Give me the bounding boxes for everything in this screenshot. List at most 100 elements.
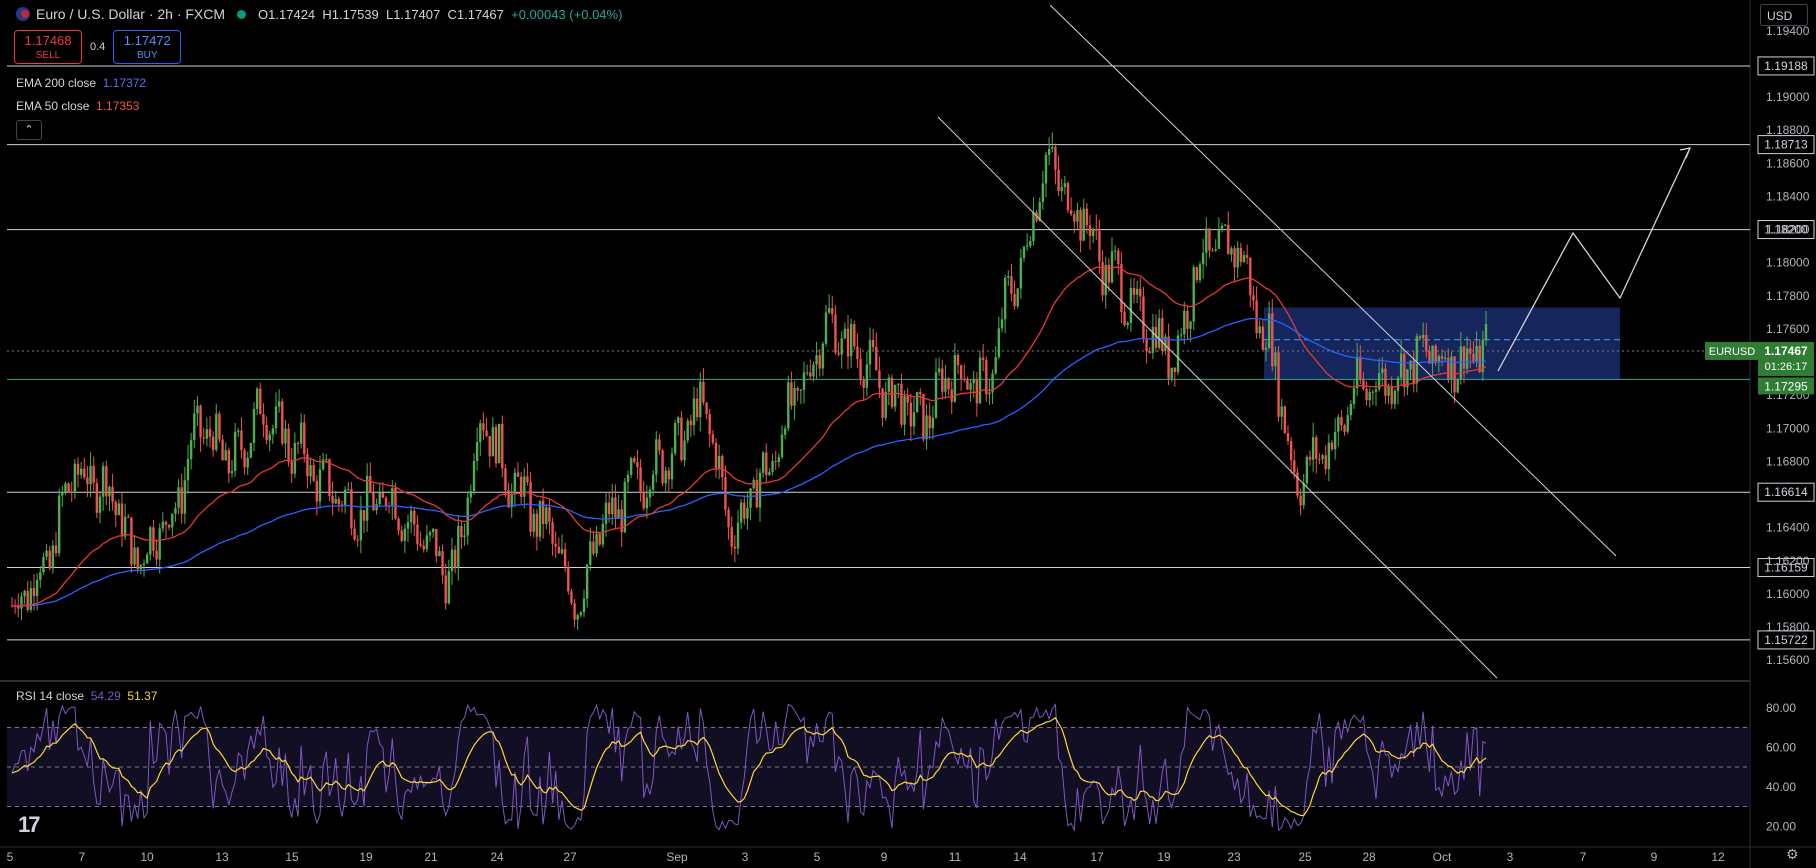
candle — [158, 523, 161, 574]
candle — [35, 573, 39, 611]
candle — [1085, 203, 1089, 234]
candle — [347, 481, 350, 491]
rsi-tick-label: 20.00 — [1766, 819, 1796, 833]
candle — [567, 561, 570, 595]
candle — [117, 499, 121, 516]
candle — [1271, 298, 1274, 372]
candle — [969, 379, 972, 402]
rsi-ma-line — [11, 717, 1487, 817]
candle — [1120, 252, 1123, 323]
time-tick-label: 3 — [742, 850, 749, 864]
rsi-ma-value: 51.37 — [127, 689, 158, 703]
price-tick-label: 1.17000 — [1766, 421, 1810, 435]
candle — [287, 423, 290, 467]
candle — [1346, 406, 1349, 434]
candle — [1365, 381, 1368, 406]
channel-upper-line — [1049, 4, 1617, 557]
candle — [48, 545, 51, 571]
candle — [42, 552, 45, 575]
candle — [1088, 214, 1092, 250]
candle — [541, 488, 545, 539]
candle — [174, 502, 177, 522]
candle — [1431, 345, 1434, 376]
candles-group — [10, 132, 1488, 630]
candle — [356, 535, 359, 547]
price-tick-label: 1.16400 — [1766, 521, 1810, 535]
candle — [1252, 285, 1255, 311]
candle — [299, 413, 303, 449]
candle — [164, 520, 168, 539]
candle — [183, 466, 187, 524]
candle — [994, 346, 997, 375]
ema50-legend[interactable]: EMA 50 close 1.17353 — [16, 99, 140, 113]
price-tick-label: 1.16200 — [1766, 554, 1810, 568]
candle — [846, 315, 850, 370]
candle — [92, 456, 95, 492]
candle — [582, 589, 586, 618]
candle — [1223, 223, 1227, 227]
candle — [384, 495, 388, 511]
candle — [1227, 211, 1230, 255]
candle — [1258, 320, 1261, 339]
symbol-title[interactable]: Euro / U.S. Dollar · 2h · FXCM — [36, 6, 226, 22]
candle — [177, 479, 180, 515]
candle — [721, 454, 724, 490]
candle — [89, 452, 92, 498]
candle — [1459, 332, 1463, 385]
candle — [425, 524, 429, 553]
candle — [1481, 331, 1485, 382]
candle — [1296, 467, 1299, 499]
candle — [1117, 247, 1120, 275]
candle — [1047, 137, 1051, 166]
candle — [1283, 405, 1287, 434]
candle — [1044, 151, 1048, 198]
candle — [941, 359, 944, 400]
candle — [1239, 242, 1243, 267]
gear-icon[interactable]: ⚙ — [1786, 846, 1799, 862]
candle — [1145, 328, 1148, 364]
candle — [246, 451, 249, 476]
candle — [482, 412, 485, 440]
candle — [1478, 339, 1481, 374]
candle — [1245, 244, 1249, 265]
candle — [589, 527, 592, 571]
candle — [309, 457, 312, 485]
collapse-legend-button[interactable]: ⌃ — [16, 120, 42, 140]
candle — [444, 563, 447, 610]
rsi-legend[interactable]: RSI 14 close 54.29 51.37 — [16, 689, 158, 703]
buy-button[interactable]: 1.17472 BUY — [113, 30, 182, 64]
candle — [127, 514, 130, 519]
candle — [215, 403, 218, 453]
candle — [1267, 301, 1271, 350]
price-level-badge: 1.16614 — [1757, 482, 1815, 502]
candle — [545, 504, 548, 530]
candle — [1208, 227, 1211, 258]
sell-button[interactable]: 1.17468 SELL — [14, 30, 82, 64]
candle — [1073, 211, 1076, 234]
candle — [790, 371, 793, 410]
candle — [1261, 319, 1265, 351]
candle — [1104, 256, 1107, 309]
candle — [856, 333, 859, 369]
candle — [255, 387, 259, 415]
candle — [365, 463, 369, 532]
candle — [1057, 155, 1060, 197]
candle — [149, 525, 152, 561]
candle — [953, 343, 957, 403]
candle — [538, 500, 542, 542]
ema200-legend[interactable]: EMA 200 close 1.17372 — [16, 76, 147, 90]
currency-button[interactable]: USD — [1760, 4, 1808, 26]
candle — [821, 341, 825, 376]
candle — [1054, 143, 1057, 185]
candle — [1167, 323, 1170, 386]
candle — [303, 414, 306, 463]
candle — [758, 468, 762, 522]
price-level-badge: 1.18200 — [1757, 220, 1815, 240]
candle — [1016, 288, 1019, 309]
candle — [702, 367, 705, 406]
candle — [1095, 214, 1098, 240]
candle — [733, 535, 737, 563]
candle — [1091, 227, 1095, 243]
candle — [362, 509, 366, 534]
